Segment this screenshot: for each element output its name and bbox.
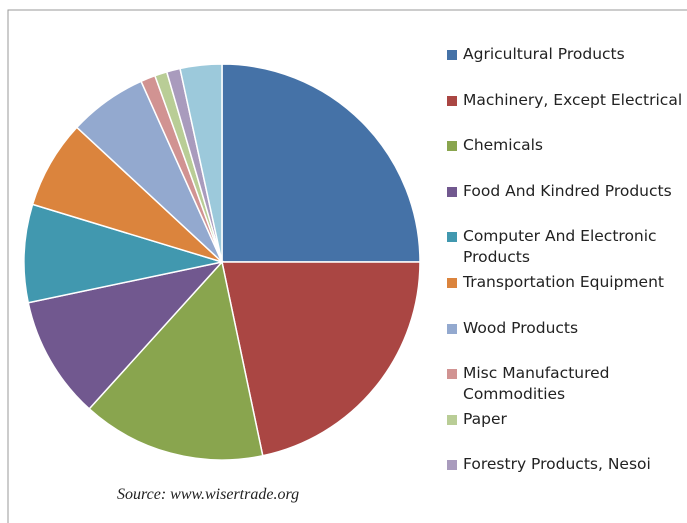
pie-slice <box>221 63 421 263</box>
legend-item: Misc Manufactured Commodities <box>444 363 687 405</box>
pie-slice <box>23 203 223 304</box>
legend-item: Computer And Electronic Products <box>444 226 687 268</box>
legend-label: Food And Kindred Products <box>463 181 672 200</box>
legend-label: Wood Products <box>463 318 579 337</box>
legend-swatch <box>447 414 457 425</box>
legend-swatch <box>447 369 457 380</box>
legend-label: Computer And Electronic Products <box>463 227 657 267</box>
pie-slice <box>179 63 223 263</box>
legend-item: Transportation Equipment <box>444 272 687 293</box>
frame <box>7 9 687 523</box>
legend-swatch <box>447 141 457 152</box>
legend-label: Transportation Equipment <box>463 273 664 291</box>
legend-label: Chemicals <box>463 136 543 155</box>
legend-label: Misc Manufactured Commodities <box>463 364 610 404</box>
pie-slice <box>27 260 225 410</box>
legend-swatch <box>447 50 457 60</box>
legend-swatch <box>447 232 457 243</box>
legend-label: Forestry Products, Nesoi <box>463 455 651 474</box>
legend-swatch <box>447 323 457 334</box>
pie-slice <box>221 261 421 457</box>
legend-item: Paper <box>444 409 687 430</box>
pie-slice <box>88 260 264 461</box>
legend-item: Chemicals <box>444 135 687 156</box>
legend-swatch <box>447 95 457 106</box>
legend-label: Machinery, Except Electrical <box>463 90 683 109</box>
legend-swatch <box>447 460 457 471</box>
pie <box>23 63 421 461</box>
legend-swatch <box>447 186 457 197</box>
legend-item: Forestry Products, Nesoi <box>444 454 687 475</box>
legend-item: Wood Products <box>444 318 687 339</box>
legend-item: Food And Kindred Products <box>444 181 687 202</box>
legend-item: Machinery, Except Electrical <box>444 90 687 111</box>
legend-label: Paper <box>463 409 507 428</box>
legend-item: Agricultural Products <box>444 44 687 65</box>
source: Source: www.wisertrade.org <box>117 486 300 503</box>
legend-swatch <box>447 278 457 288</box>
legend-label: Agricultural Products <box>463 45 625 63</box>
